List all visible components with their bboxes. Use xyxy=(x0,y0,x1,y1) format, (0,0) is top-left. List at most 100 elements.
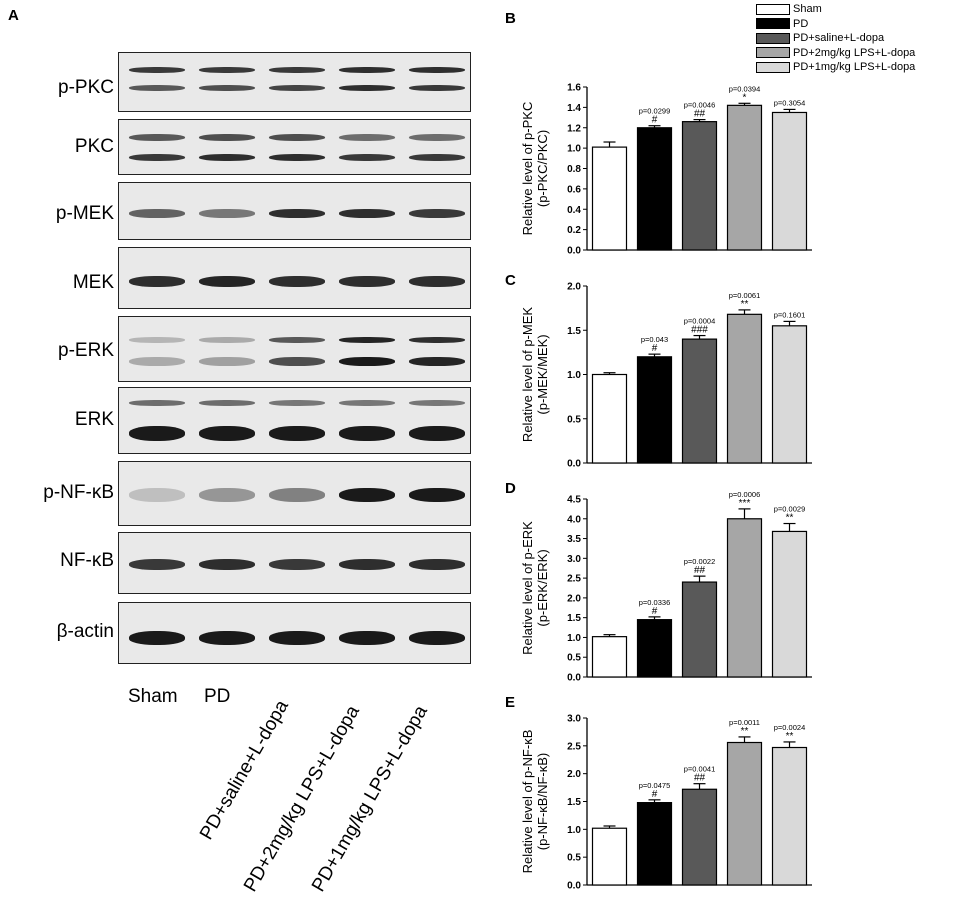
bar xyxy=(771,530,808,678)
blot-band xyxy=(339,134,395,141)
panel-letter-e: E xyxy=(505,694,516,711)
legend-swatch-pd-saline-l-dopa xyxy=(756,32,790,44)
p-value-label: p=0.0006 xyxy=(729,490,761,499)
bar xyxy=(681,338,718,464)
blot-strip-nf-kb xyxy=(118,532,471,594)
blot-band xyxy=(269,400,325,406)
y-tick-label: 2.5 xyxy=(567,574,581,585)
blot-strip-p-nf-kb xyxy=(118,461,471,526)
significance-label: ## xyxy=(694,109,706,120)
blot-band xyxy=(339,154,395,161)
blot-band xyxy=(199,426,255,441)
blot-band xyxy=(129,85,185,91)
panel-letter-a: A xyxy=(8,7,19,24)
blot-band xyxy=(409,559,465,570)
bar xyxy=(726,518,763,678)
y-axis-label-units: (p-NF-κB/NF-κB) xyxy=(535,753,550,851)
y-axis-label: Relative level of p-MEK xyxy=(520,307,535,442)
legend-label-pd-1mg-lps: PD+1mg/kg LPS+L-dopa xyxy=(793,61,916,74)
blot-label-beta-actin: β-actin xyxy=(56,621,114,642)
blot-band xyxy=(199,209,255,218)
bar xyxy=(726,313,763,464)
bar xyxy=(636,127,673,251)
y-axis-label: Relative level of p-ERK xyxy=(520,521,535,655)
blot-band xyxy=(129,209,185,218)
blot-label-erk: ERK xyxy=(74,409,114,430)
y-tick-label: 4.0 xyxy=(567,514,581,525)
legend-swatch-pd-1mg-lps xyxy=(756,61,790,73)
p-value-label: p=0.0011 xyxy=(729,718,760,727)
y-axis-label: Relative level of p-PKC xyxy=(520,102,535,236)
bar xyxy=(636,802,673,886)
y-tick-label: 1.0 xyxy=(567,370,581,381)
y-tick-label: 1.4 xyxy=(567,103,581,114)
y-axis-label-units: (p-ERK/ERK) xyxy=(535,549,550,626)
blot-band xyxy=(199,400,255,406)
blot-band xyxy=(129,559,185,570)
bar xyxy=(591,146,628,251)
panel-letter-c: C xyxy=(505,272,516,289)
blot-band xyxy=(339,559,395,570)
legend-item-sham: Sham xyxy=(756,2,915,17)
y-tick-label: 1.2 xyxy=(567,123,581,134)
y-tick-label: 0.0 xyxy=(567,881,581,892)
blot-band xyxy=(339,631,395,645)
legend-swatch-pd-2mg-lps xyxy=(756,47,790,59)
lane-label-pd: PD xyxy=(204,686,231,707)
blot-band xyxy=(199,631,255,645)
bar xyxy=(591,636,628,678)
blot-band xyxy=(129,134,185,141)
y-axis-label: Relative level of p-NF-κB xyxy=(520,730,535,874)
y-tick-label: 0.0 xyxy=(567,246,581,257)
p-value-label: p=0.0061 xyxy=(729,291,761,300)
blot-band xyxy=(269,488,325,502)
western-blot-panel: p-PKC PKC p-MEK MEK p-ERK ERK p-NF-κB NF… xyxy=(43,52,471,896)
y-tick-label: 3.5 xyxy=(567,534,581,545)
p-value-label: p=0.0024 xyxy=(774,723,806,732)
blot-strip-erk xyxy=(118,387,471,454)
blot-band xyxy=(199,67,255,73)
blot-strip-pkc xyxy=(118,119,471,175)
y-tick-label: 2.0 xyxy=(567,769,581,780)
y-tick-label: 0.4 xyxy=(567,205,581,216)
bar xyxy=(636,356,673,464)
blot-band xyxy=(339,488,395,502)
y-tick-label: 1.0 xyxy=(567,633,581,644)
bar xyxy=(591,373,628,464)
blot-band xyxy=(129,488,185,502)
blot-strip-beta-actin xyxy=(118,602,471,664)
blot-strip-p-erk xyxy=(118,316,471,382)
blot-band xyxy=(269,154,325,161)
blot-label-p-nf-kb: p-NF-κB xyxy=(43,482,114,503)
blot-band xyxy=(269,67,325,73)
blot-band xyxy=(129,631,185,645)
blot-strip-p-mek xyxy=(118,182,471,240)
p-value-label: p=0.0394 xyxy=(729,84,761,93)
blot-band xyxy=(199,134,255,141)
y-axis-label-units: (p-PKC/PKC) xyxy=(535,130,550,207)
blot-band xyxy=(269,85,325,91)
significance-label: # xyxy=(652,606,658,617)
y-tick-label: 1.0 xyxy=(567,825,581,836)
y-tick-label: 0.5 xyxy=(567,414,581,425)
panel-letter-d: D xyxy=(505,480,516,497)
blot-band xyxy=(269,134,325,141)
significance-label: ** xyxy=(786,513,794,524)
p-value-label: p=0.0041 xyxy=(684,765,716,774)
y-tick-label: 0.2 xyxy=(567,225,581,236)
p-value-label: p=0.0299 xyxy=(639,107,671,116)
p-value-label: p=0.0046 xyxy=(684,101,716,110)
blot-band xyxy=(409,67,465,73)
blot-band xyxy=(199,559,255,570)
y-tick-label: 1.6 xyxy=(567,83,581,94)
blot-band xyxy=(339,209,395,218)
significance-label: # xyxy=(652,115,658,126)
blot-band xyxy=(129,67,185,73)
significance-label: * xyxy=(743,92,747,103)
blot-band xyxy=(269,357,325,366)
blot-band xyxy=(409,209,465,218)
significance-label: # xyxy=(652,343,658,354)
blot-label-pkc: PKC xyxy=(74,136,114,157)
blot-band xyxy=(199,154,255,161)
